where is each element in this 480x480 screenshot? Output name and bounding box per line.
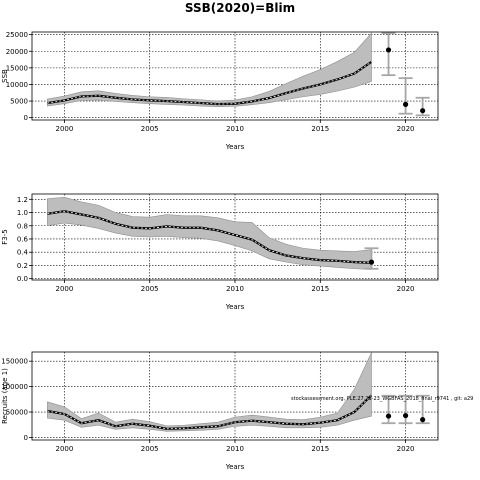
x-tick-label: 2010 xyxy=(226,285,244,293)
y-tick-label: 20000 xyxy=(6,48,28,56)
x-tick-label: 2020 xyxy=(397,285,415,293)
x-tick-label: 2020 xyxy=(397,445,415,453)
y-axis-label: SSB xyxy=(1,69,9,83)
y-tick-label: 25000 xyxy=(6,31,28,39)
x-tick-label: 2015 xyxy=(311,125,329,133)
projection-point xyxy=(402,101,409,107)
fbar-panel: 2000 2005 2010 2015 2020 0.0 0.2 0.4 0.6 0.8 1.0 1.… xyxy=(1,193,439,311)
x-axis-label: Years xyxy=(225,463,245,471)
x-tick-label: 2005 xyxy=(141,285,159,293)
estimate-line-dash xyxy=(47,394,372,430)
y-tick-label: 0 xyxy=(24,434,28,442)
recruits-panel: 2000 2005 2010 2015 2020 0 50000 100000 150000 Ye… xyxy=(1,351,439,471)
x-axis-label: Years xyxy=(225,143,245,151)
projection-point xyxy=(420,108,426,114)
ssb-panel: 2000 2005 2010 2015 2020 0 5000 10000 15000 20000… xyxy=(1,31,439,151)
projection-point xyxy=(385,47,392,53)
y-tick-label: 150000 xyxy=(1,358,28,366)
x-tick-label: 2000 xyxy=(55,125,73,133)
y-tick-label: 0 xyxy=(24,114,28,122)
projection-point xyxy=(385,413,392,419)
x-tick-label: 2000 xyxy=(55,445,73,453)
y-tick-label: 0.4 xyxy=(17,249,29,257)
x-tick-label: 2000 xyxy=(55,285,73,293)
y-tick-label: 50000 xyxy=(6,409,28,417)
x-tick-label: 2020 xyxy=(397,125,415,133)
x-tick-label: 2005 xyxy=(141,445,159,453)
x-tick-label: 2005 xyxy=(141,125,159,133)
y-axis-label: F3-5 xyxy=(1,229,9,244)
y-tick-label: 0.2 xyxy=(17,262,28,270)
run-note: stockassessment.org, PLE.27.21-23_WGBFAS… xyxy=(291,396,473,402)
figure-title: SSB(2020)=Blim xyxy=(185,1,295,15)
x-tick-label: 2015 xyxy=(311,445,329,453)
confidence-band xyxy=(47,197,372,270)
confidence-band xyxy=(47,32,372,108)
x-axis-label: Years xyxy=(225,303,245,311)
estimate-line-dash xyxy=(47,61,372,105)
y-tick-label: 0.6 xyxy=(17,235,29,243)
projection-point xyxy=(368,259,375,265)
estimate-line-dash xyxy=(47,210,372,264)
projection-point xyxy=(420,417,426,423)
y-tick-label: 10000 xyxy=(6,81,28,89)
x-tick-label: 2010 xyxy=(226,445,244,453)
x-tick-label: 2015 xyxy=(311,285,329,293)
y-tick-label: 1.0 xyxy=(17,209,28,217)
y-tick-label: 0.8 xyxy=(17,222,28,230)
y-tick-label: 100000 xyxy=(1,383,28,391)
y-tick-label: 1.2 xyxy=(17,196,28,204)
y-axis-label: Recruits (age 1) xyxy=(1,368,9,424)
y-tick-label: 15000 xyxy=(6,64,28,72)
y-tick-label: 5000 xyxy=(10,98,28,106)
y-tick-label: 0.0 xyxy=(17,275,28,283)
x-tick-label: 2010 xyxy=(226,125,244,133)
projection-point xyxy=(402,412,409,419)
